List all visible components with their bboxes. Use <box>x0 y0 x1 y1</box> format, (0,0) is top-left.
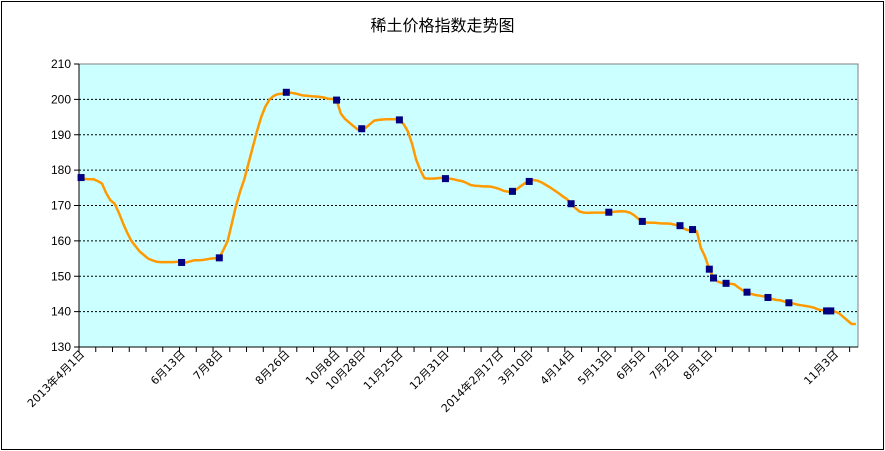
x-tick-label: 6月13日 <box>148 348 188 388</box>
data-point-marker <box>77 174 85 182</box>
data-point-marker <box>710 274 718 282</box>
x-tick-label: 11月25日 <box>361 348 406 393</box>
x-tick-label: 5月13日 <box>575 348 615 388</box>
data-point-marker <box>705 265 713 273</box>
y-tick-label: 130 <box>51 340 71 354</box>
data-point-marker <box>358 125 366 133</box>
data-point-marker <box>395 116 403 124</box>
data-point-marker <box>827 307 835 315</box>
data-point-marker <box>282 88 290 96</box>
data-point-marker <box>764 293 772 301</box>
chart-title: 稀土价格指数走势图 <box>370 16 515 35</box>
data-point-marker <box>823 307 831 315</box>
x-tick-label: 7月8日 <box>191 348 226 383</box>
x-tick-label: 11月3日 <box>801 348 841 388</box>
data-point-marker <box>215 254 223 262</box>
data-point-marker <box>508 187 516 195</box>
data-point-marker <box>689 226 697 234</box>
data-point-marker <box>785 299 793 307</box>
x-tick-label: 8月26日 <box>253 348 293 388</box>
x-tick-label: 4月14日 <box>538 348 578 388</box>
plot-area: 130 140 150 160 170 180 190 200 210 2013年4月1日 6月13… <box>24 57 859 415</box>
y-tick-label: 200 <box>51 92 71 106</box>
data-point-marker <box>441 175 449 183</box>
y-tick-label: 150 <box>51 269 71 283</box>
data-point-marker <box>605 208 613 216</box>
x-tick-label: 8月1日 <box>681 348 716 383</box>
data-point-marker <box>676 222 684 230</box>
y-tick-label: 140 <box>51 305 71 319</box>
data-point-marker <box>178 258 186 266</box>
x-tick-label: 12月31日 <box>407 348 452 393</box>
y-tick-label: 160 <box>51 234 71 248</box>
data-point-marker <box>638 217 646 225</box>
y-tick-label: 210 <box>51 57 71 71</box>
data-point-marker <box>333 96 341 104</box>
x-tick-label: 6月5日 <box>614 348 649 383</box>
y-tick-label: 190 <box>51 128 71 142</box>
y-tick-label: 170 <box>51 199 71 213</box>
data-point-marker <box>722 279 730 287</box>
data-point-marker <box>567 200 575 208</box>
x-tick-label: 7月2日 <box>647 348 682 383</box>
x-tick-label: 2013年4月1日 <box>24 347 87 410</box>
y-tick-label: 180 <box>51 163 71 177</box>
data-point-marker <box>743 288 751 296</box>
data-point-marker <box>525 177 533 185</box>
